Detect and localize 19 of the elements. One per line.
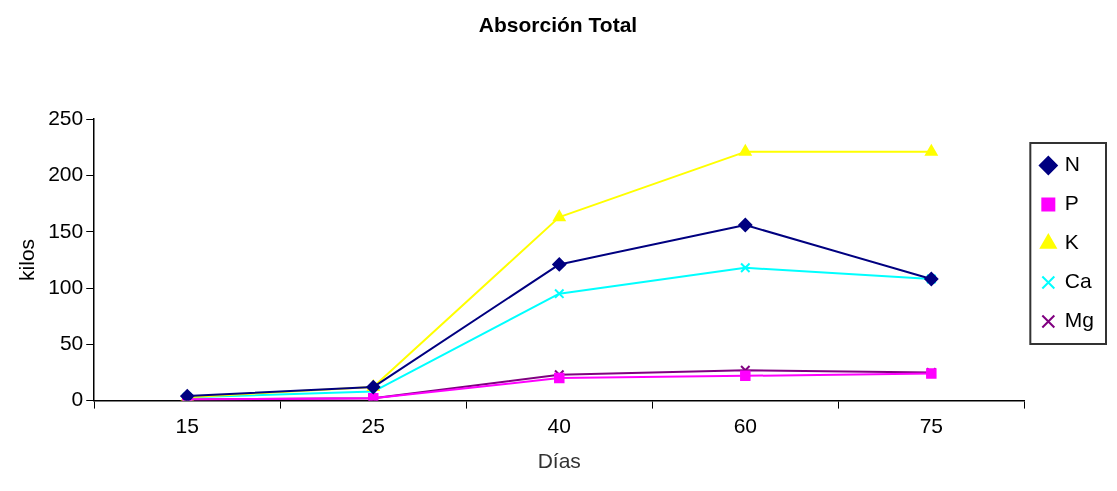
x-tick-label: 60 bbox=[733, 414, 757, 437]
legend-label: P bbox=[1064, 191, 1079, 215]
y-tick-label: 100 bbox=[48, 274, 84, 298]
x-axis-title: Días bbox=[537, 449, 581, 473]
y-tick-label: 150 bbox=[48, 218, 84, 242]
y-axis-title: kilos bbox=[15, 238, 39, 281]
legend-label: N bbox=[1064, 152, 1080, 176]
legend-label: K bbox=[1064, 230, 1079, 254]
chart-title: Absorción Total bbox=[478, 13, 638, 37]
x-tick-label: 75 bbox=[919, 414, 943, 437]
x-tick-label: 40 bbox=[547, 414, 571, 437]
x-tick-label: 25 bbox=[361, 414, 385, 437]
legend-label: Mg bbox=[1064, 308, 1095, 332]
y-tick-label: 0 bbox=[71, 387, 84, 411]
x-tick-label: 15 bbox=[175, 414, 199, 437]
legend-label: Ca bbox=[1064, 269, 1092, 293]
y-tick-label: 50 bbox=[59, 331, 84, 355]
y-tick-label: 200 bbox=[48, 162, 84, 186]
y-tick-label: 250 bbox=[48, 106, 84, 129]
